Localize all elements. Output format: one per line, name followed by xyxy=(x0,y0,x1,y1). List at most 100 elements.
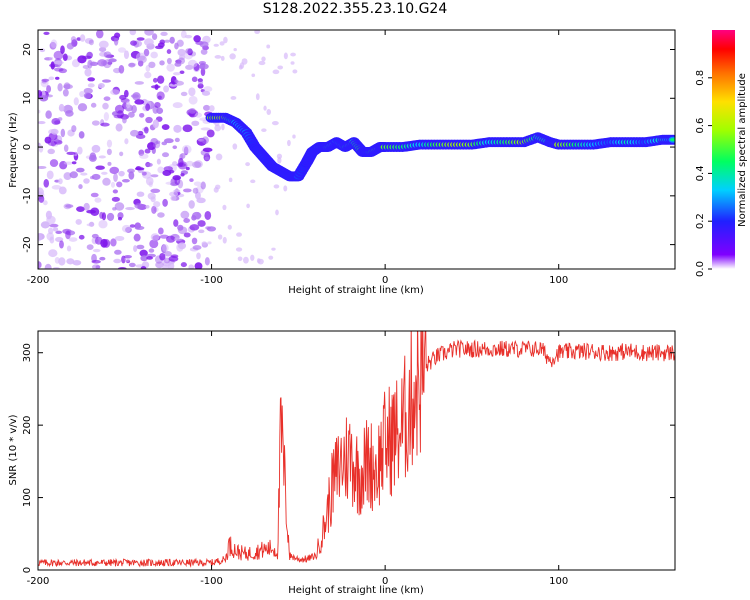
noise-blob xyxy=(180,210,190,219)
noise-blob xyxy=(162,169,172,177)
noise-blob xyxy=(185,160,194,167)
noise-blob xyxy=(115,123,123,132)
noise-blob xyxy=(275,209,279,216)
noise-blob xyxy=(123,255,132,259)
noise-blob xyxy=(141,171,147,176)
noise-blob xyxy=(79,90,85,98)
noise-blob xyxy=(100,122,110,127)
noise-blob xyxy=(63,203,72,210)
noise-blob xyxy=(144,30,154,36)
noise-blob xyxy=(41,78,50,82)
noise-blob xyxy=(76,167,85,173)
noise-blob xyxy=(158,227,164,235)
noise-blob xyxy=(174,176,181,186)
noise-blob xyxy=(86,223,95,227)
colorbar-tick-label: 0.6 xyxy=(695,118,706,134)
noise-blob xyxy=(207,241,212,245)
noise-blob xyxy=(57,117,63,121)
noise-blob xyxy=(63,144,69,152)
noise-blob xyxy=(143,38,154,47)
noise-blob xyxy=(180,152,186,159)
noise-blob xyxy=(219,41,225,46)
noise-blob xyxy=(87,77,95,82)
noise-blob xyxy=(140,266,147,269)
noise-blob xyxy=(255,93,260,101)
noise-blob xyxy=(88,39,94,46)
noise-blob xyxy=(166,235,176,243)
noise-blob xyxy=(188,107,196,114)
noise-blob xyxy=(202,147,213,153)
y-tick-label: 10 xyxy=(22,92,33,105)
noise-blob xyxy=(283,52,288,60)
noise-blob xyxy=(193,35,201,43)
noise-blob xyxy=(117,212,124,219)
noise-blob xyxy=(183,146,189,156)
noise-blob xyxy=(86,209,96,214)
noise-blob xyxy=(99,47,107,53)
noise-blob xyxy=(109,166,120,175)
noise-blob xyxy=(222,204,227,211)
noise-blob xyxy=(136,191,145,197)
noise-blob xyxy=(51,185,62,190)
noise-blob xyxy=(199,41,209,48)
noise-blob xyxy=(179,70,185,75)
y-tick-label: 100 xyxy=(22,488,33,507)
noise-blob xyxy=(237,256,243,262)
noise-blob xyxy=(152,119,159,129)
noise-blob xyxy=(180,262,187,268)
noise-blob xyxy=(51,118,61,125)
noise-blob xyxy=(113,115,123,119)
noise-blob xyxy=(83,178,90,184)
noise-blob xyxy=(46,215,56,225)
noise-blob xyxy=(134,225,145,231)
noise-blob xyxy=(166,63,175,72)
noise-blob xyxy=(49,236,55,244)
noise-blob xyxy=(134,203,144,209)
noise-blob xyxy=(69,171,78,179)
noise-blob xyxy=(137,55,147,64)
noise-blob xyxy=(178,157,184,167)
noise-blob xyxy=(157,212,165,218)
noise-blob xyxy=(174,79,179,84)
noise-blob xyxy=(106,139,113,148)
noise-blob xyxy=(169,83,178,87)
noise-blob xyxy=(45,94,54,98)
noise-blob xyxy=(65,230,71,240)
noise-blob xyxy=(151,33,158,41)
colorbar-tick-label: 0.0 xyxy=(695,261,706,277)
noise-blob xyxy=(135,52,146,62)
noise-blob xyxy=(197,79,204,86)
noise-blob xyxy=(73,97,79,106)
noise-blob xyxy=(59,240,64,249)
noise-blob xyxy=(113,173,118,182)
noise-blob xyxy=(155,140,161,145)
noise-blob xyxy=(128,262,136,268)
noise-blob xyxy=(121,178,130,183)
noise-blob xyxy=(185,166,190,171)
noise-blob xyxy=(103,96,111,101)
noise-blob xyxy=(63,82,71,90)
noise-blob xyxy=(201,241,208,246)
noise-blob xyxy=(52,227,59,232)
noise-blob xyxy=(131,105,137,114)
noise-blob xyxy=(161,124,170,130)
noise-blob xyxy=(110,89,120,96)
noise-blob xyxy=(102,102,109,110)
noise-blob xyxy=(58,68,68,74)
noise-blob xyxy=(103,51,112,59)
noise-blob xyxy=(220,55,225,61)
x-tick-label: -200 xyxy=(27,275,50,286)
noise-blob xyxy=(243,256,249,264)
noise-blob xyxy=(157,75,165,84)
spectrogram-x-label: Height of straight line (km) xyxy=(288,285,424,296)
noise-blob xyxy=(147,142,156,151)
noise-blob xyxy=(204,257,210,266)
snr-marks xyxy=(38,331,675,568)
noise-blob xyxy=(62,89,69,97)
y-tick-label: 200 xyxy=(22,416,33,435)
noise-blob xyxy=(162,264,169,269)
noise-blob xyxy=(96,30,104,39)
noise-blob xyxy=(159,252,166,261)
noise-blob xyxy=(266,109,272,116)
noise-blob xyxy=(136,37,145,41)
